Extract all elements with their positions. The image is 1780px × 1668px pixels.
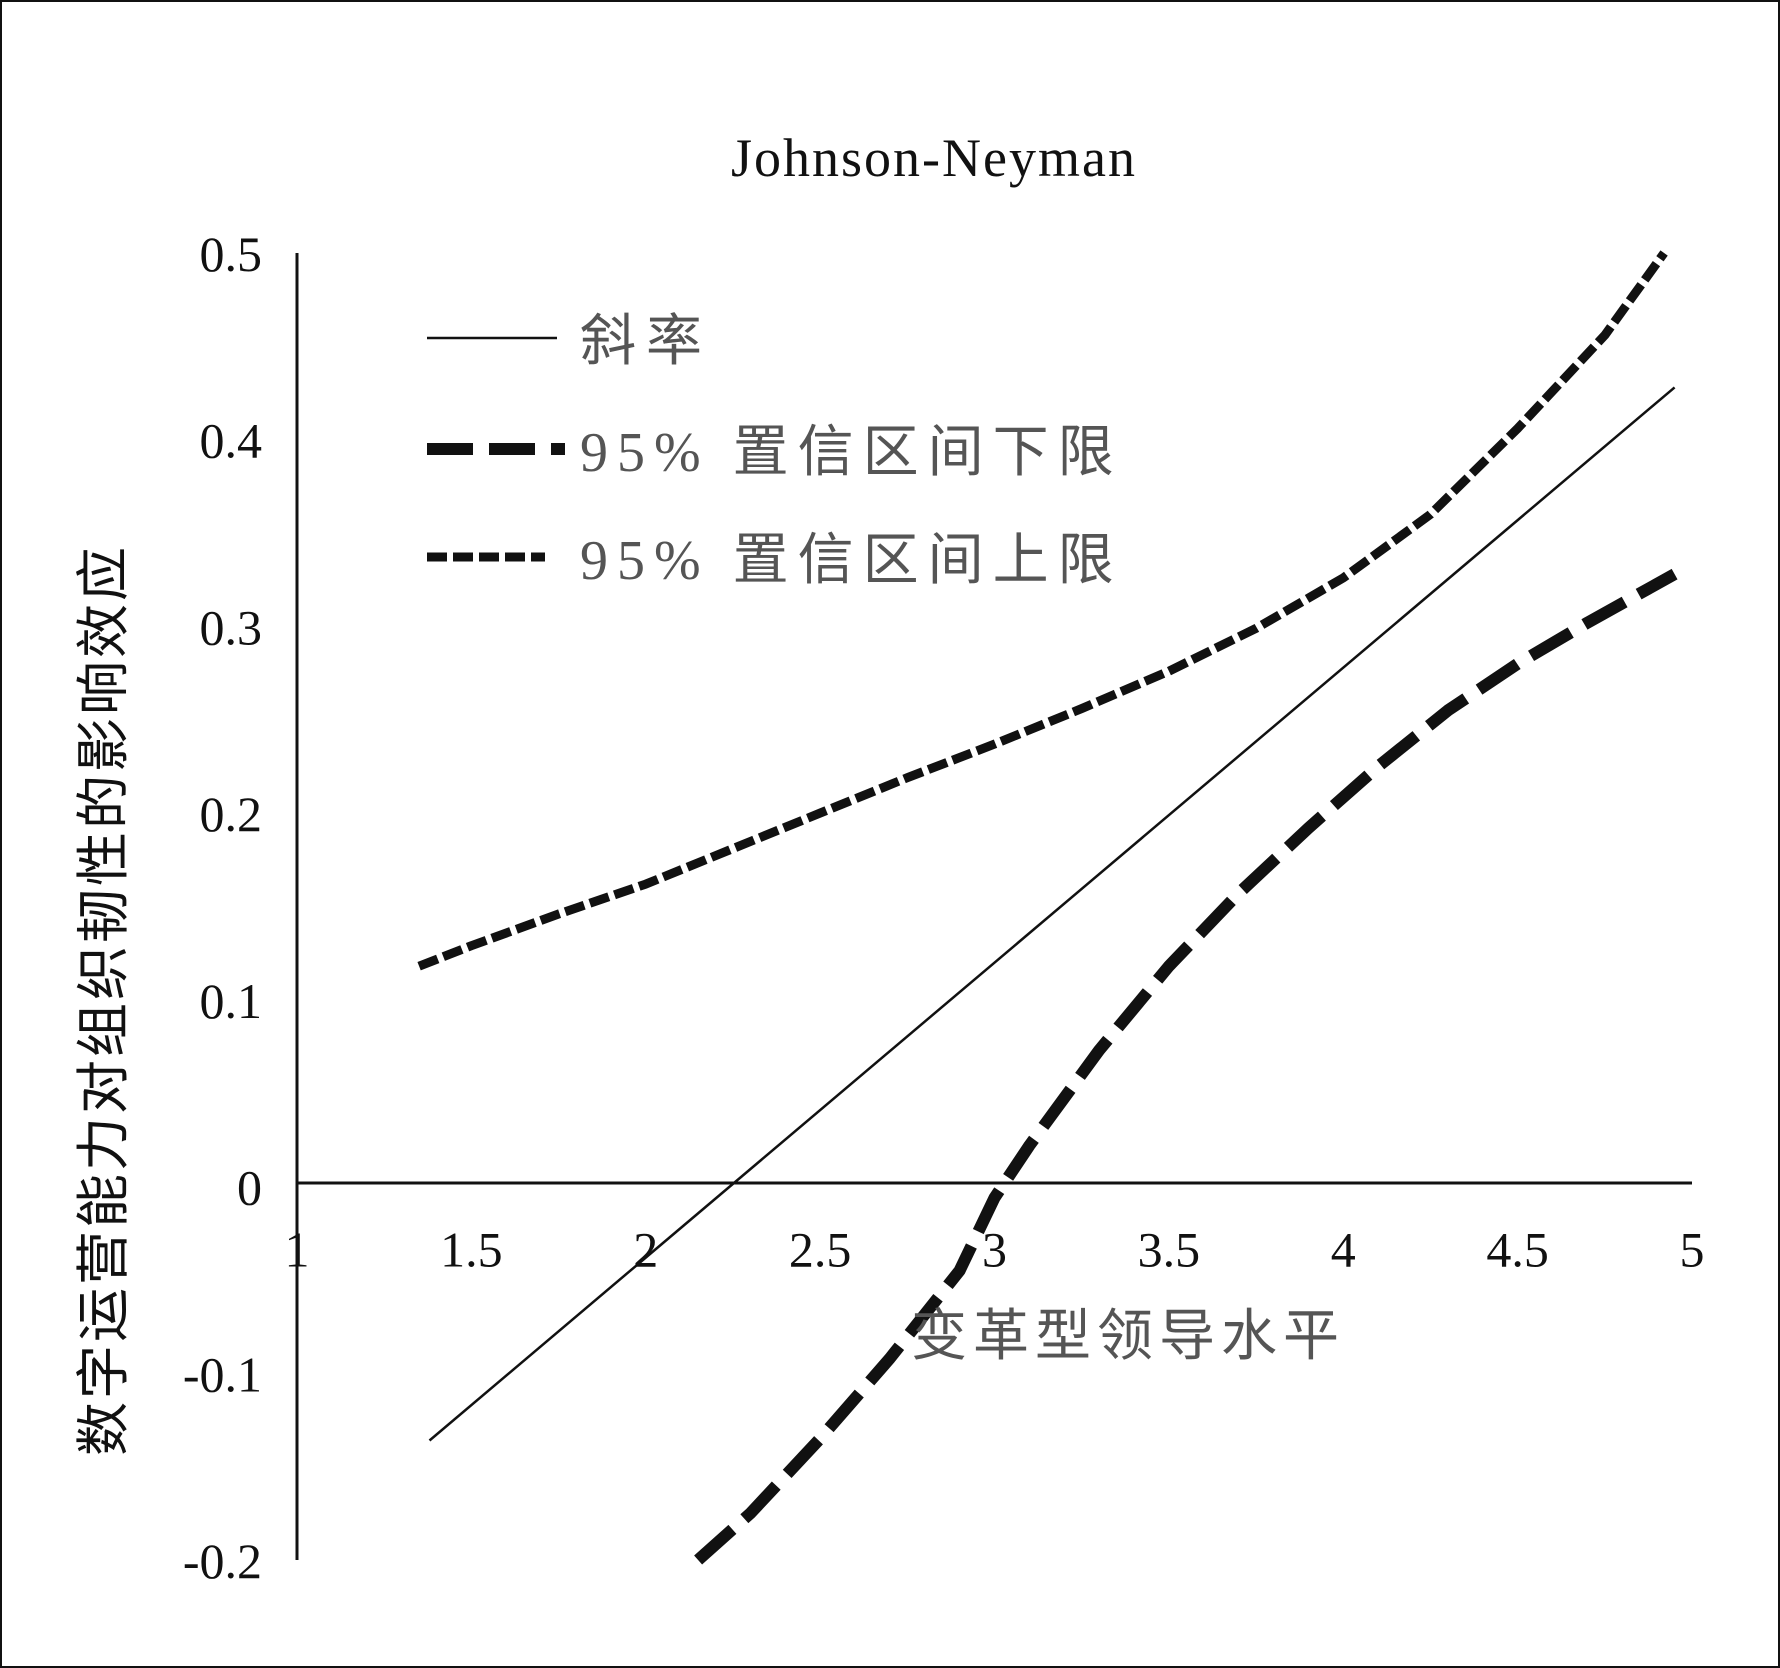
y-tick-label: -0.2 (183, 1533, 262, 1589)
x-tick-label: 3 (982, 1222, 1007, 1278)
y-tick-label: 0.5 (200, 226, 263, 282)
series-lower-ci-line (694, 568, 1678, 1565)
series-slope-line (428, 386, 1676, 1442)
y-tick-label: -0.1 (183, 1346, 262, 1402)
x-tick-label: 3.5 (1138, 1222, 1201, 1278)
x-tick-label: 1.5 (440, 1222, 503, 1278)
legend-label-upper: 95% 置信区间上限 (580, 530, 1123, 592)
x-axis-label: 变革型领导水平 (911, 1306, 1345, 1368)
x-tick-label: 5 (1680, 1222, 1705, 1278)
y-tick-labels: -0.2 -0.1 0 0.1 0.2 0.3 0.4 0.5 (183, 226, 262, 1589)
legend: 斜率 95% 置信区间下限 95% 置信区间上限 (427, 311, 1123, 592)
series-layer (417, 250, 1678, 1565)
x-tick-label: 1 (285, 1222, 310, 1278)
y-tick-label: 0.2 (200, 786, 263, 842)
y-tick-label: 0 (237, 1160, 262, 1216)
legend-label-slope: 斜率 (580, 311, 712, 373)
y-tick-label: 0.4 (200, 413, 263, 469)
legend-label-lower: 95% 置信区间下限 (580, 422, 1123, 484)
x-tick-label: 4 (1331, 1222, 1356, 1278)
x-tick-labels: 1 1.5 2 2.5 3 3.5 4 4.5 5 (285, 1222, 1705, 1278)
x-tick-label: 2.5 (789, 1222, 852, 1278)
y-axis-label: 数字运营能力对组织韧性的影响效应 (74, 544, 134, 1456)
x-tick-label: 4.5 (1486, 1222, 1549, 1278)
chart-title: Johnson-Neyman (731, 128, 1137, 188)
series-upper-ci-line (417, 250, 1668, 971)
y-tick-label: 0.3 (200, 599, 263, 655)
y-tick-label: 0.1 (200, 973, 263, 1029)
plot-area: -0.2-0.100.10.20.30.40.5 1 1.5 2 2.5 3 3.5 4 4.… (183, 226, 1705, 1589)
